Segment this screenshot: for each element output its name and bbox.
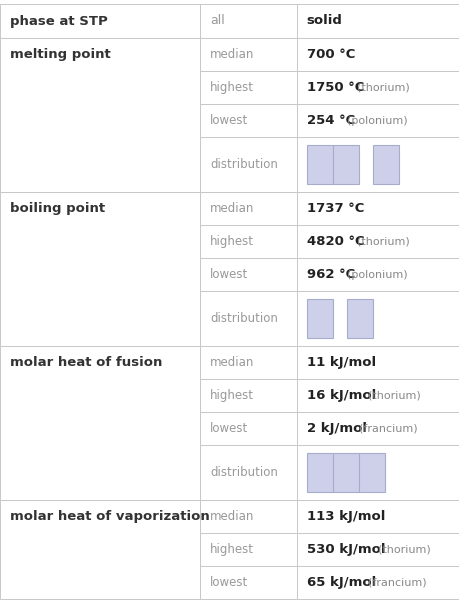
Bar: [200, 291, 296, 346]
Bar: [200, 379, 296, 412]
Text: distribution: distribution: [210, 158, 277, 171]
Bar: [296, 258, 459, 291]
Text: (thorium): (thorium): [356, 237, 409, 246]
Bar: [306, 145, 332, 184]
Bar: [296, 137, 459, 192]
Text: median: median: [210, 510, 254, 523]
Text: highest: highest: [210, 389, 253, 402]
Bar: [200, 137, 296, 192]
Bar: [200, 412, 296, 445]
Text: melting point: melting point: [10, 48, 111, 61]
Bar: [296, 412, 459, 445]
Bar: [296, 566, 459, 599]
Bar: [200, 445, 296, 500]
Text: highest: highest: [210, 81, 253, 94]
Bar: [200, 225, 296, 258]
Bar: [0, 4, 200, 38]
Text: (thorium): (thorium): [356, 82, 409, 93]
Bar: [200, 500, 296, 533]
Text: lowest: lowest: [210, 114, 248, 127]
Bar: [296, 4, 459, 38]
Bar: [0, 192, 200, 346]
Text: (polonium): (polonium): [347, 269, 407, 279]
Bar: [346, 299, 372, 338]
Text: lowest: lowest: [210, 422, 248, 435]
Text: 1750 °C: 1750 °C: [306, 81, 363, 94]
Bar: [372, 145, 398, 184]
Bar: [0, 500, 200, 599]
Text: distribution: distribution: [210, 466, 277, 479]
Bar: [200, 346, 296, 379]
Bar: [296, 71, 459, 104]
Text: 254 °C: 254 °C: [306, 114, 354, 127]
Bar: [0, 346, 200, 500]
Text: (francium): (francium): [368, 578, 426, 588]
Bar: [296, 192, 459, 225]
Bar: [200, 4, 296, 38]
Text: 2 kJ/mol: 2 kJ/mol: [306, 422, 366, 435]
Bar: [306, 299, 332, 338]
Bar: [296, 533, 459, 566]
Bar: [200, 38, 296, 71]
Bar: [200, 192, 296, 225]
Bar: [200, 566, 296, 599]
Text: highest: highest: [210, 235, 253, 248]
Bar: [200, 533, 296, 566]
Text: highest: highest: [210, 543, 253, 556]
Text: median: median: [210, 356, 254, 369]
Bar: [0, 38, 200, 192]
Text: lowest: lowest: [210, 576, 248, 589]
Text: boiling point: boiling point: [10, 202, 105, 215]
Bar: [332, 145, 358, 184]
Bar: [296, 291, 459, 346]
Text: 65 kJ/mol: 65 kJ/mol: [306, 576, 375, 589]
Text: 962 °C: 962 °C: [306, 268, 354, 281]
Text: 16 kJ/mol: 16 kJ/mol: [306, 389, 375, 402]
Text: 4820 °C: 4820 °C: [306, 235, 364, 248]
Bar: [296, 38, 459, 71]
Text: median: median: [210, 48, 254, 61]
Bar: [296, 104, 459, 137]
Text: 530 kJ/mol: 530 kJ/mol: [306, 543, 384, 556]
Bar: [332, 453, 358, 492]
Text: (thorium): (thorium): [368, 391, 420, 400]
Bar: [306, 453, 332, 492]
Text: phase at STP: phase at STP: [10, 14, 107, 28]
Bar: [358, 453, 384, 492]
Bar: [200, 71, 296, 104]
Text: 1737 °C: 1737 °C: [306, 202, 363, 215]
Bar: [200, 104, 296, 137]
Text: 700 °C: 700 °C: [306, 48, 354, 61]
Bar: [200, 258, 296, 291]
Text: solid: solid: [306, 14, 342, 28]
Bar: [296, 445, 459, 500]
Bar: [296, 225, 459, 258]
Text: all: all: [210, 14, 224, 28]
Text: molar heat of fusion: molar heat of fusion: [10, 356, 162, 369]
Text: 11 kJ/mol: 11 kJ/mol: [306, 356, 375, 369]
Text: (francium): (francium): [358, 424, 417, 433]
Text: (thorium): (thorium): [377, 545, 430, 555]
Text: 113 kJ/mol: 113 kJ/mol: [306, 510, 384, 523]
Bar: [296, 500, 459, 533]
Text: (polonium): (polonium): [347, 115, 407, 126]
Text: median: median: [210, 202, 254, 215]
Bar: [296, 379, 459, 412]
Text: molar heat of vaporization: molar heat of vaporization: [10, 510, 209, 523]
Text: lowest: lowest: [210, 268, 248, 281]
Text: distribution: distribution: [210, 312, 277, 325]
Bar: [296, 346, 459, 379]
